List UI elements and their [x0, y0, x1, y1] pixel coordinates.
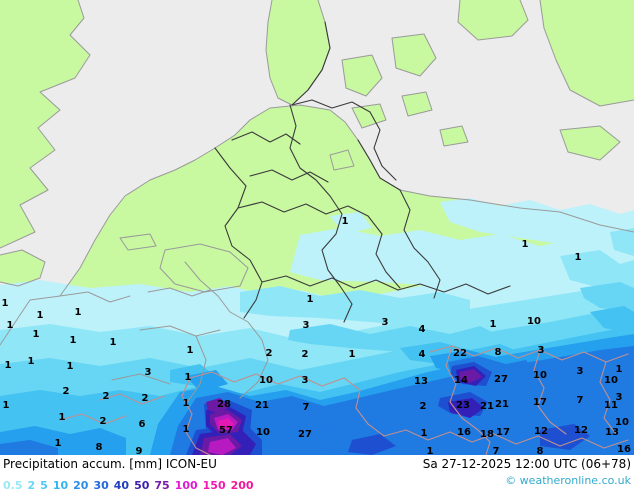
legend-stop-5[interactable]: 5 — [40, 479, 48, 490]
legend-stop-10[interactable]: 10 — [52, 479, 69, 490]
precipitation-layer — [0, 198, 634, 455]
copyright-credit: © weatheronline.co.uk — [505, 474, 631, 487]
legend-stop-75[interactable]: 75 — [154, 479, 170, 490]
legend-stop-200[interactable]: 200 — [230, 479, 254, 490]
map-title: Precipitation accum. [mm] ICON-EU — [3, 457, 217, 471]
legend-stop-0.5[interactable]: 0.5 — [3, 479, 23, 490]
borders-layer — [0, 0, 634, 455]
precipitation-map[interactable]: 1 1 1 1 1 1 1 1 3 1 1 2 2 2 1 1 2 6 1 8 9 1 1 1 1 28 57 10 21 10 3 2 1 2 3… — [0, 0, 634, 455]
map-footer: Precipitation accum. [mm] ICON-EU Sa 27-… — [0, 455, 634, 490]
legend-scale[interactable]: 0.5 2 5 10 20 30 40 50 75 100 150 200 — [3, 474, 259, 490]
legend-stop-20[interactable]: 20 — [73, 479, 89, 490]
legend-stop-2[interactable]: 2 — [27, 479, 36, 490]
legend-stop-30[interactable]: 30 — [93, 479, 109, 490]
legend-stop-40[interactable]: 40 — [113, 479, 130, 490]
forecast-datetime: Sa 27-12-2025 12:00 UTC (06+78) — [422, 457, 631, 471]
legend-stop-50[interactable]: 50 — [134, 479, 150, 490]
map-canvas[interactable] — [0, 0, 634, 455]
legend-stop-100[interactable]: 100 — [174, 479, 198, 490]
footer-title-row: Precipitation accum. [mm] ICON-EU Sa 27-… — [0, 455, 634, 473]
legend-stop-150[interactable]: 150 — [202, 479, 226, 490]
